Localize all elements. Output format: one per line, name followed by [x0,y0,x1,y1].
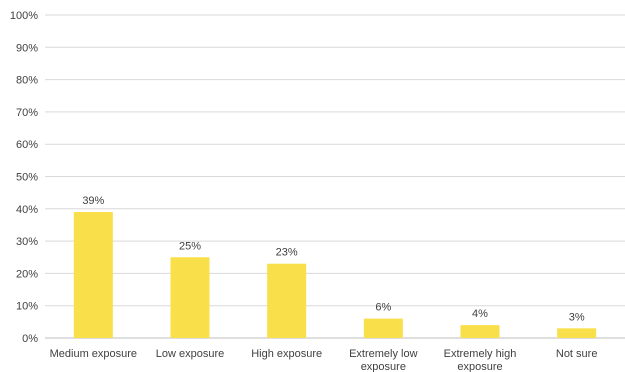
gridlines [45,14,625,339]
data-label: 25% [179,240,201,252]
y-tick-label: 60% [16,139,38,151]
bar [73,212,113,338]
bar [460,325,500,338]
y-tick-label: 50% [16,172,38,184]
y-tick-label: 0% [22,333,38,345]
bar [557,328,597,338]
x-axis-ticks: Medium exposure Low exposure High exposure… [50,348,598,372]
bars [73,212,597,338]
data-label: 4% [472,308,488,320]
data-label: 39% [82,195,104,207]
x-tick-label: Not sure [556,348,598,360]
y-tick-label: 70% [16,107,38,119]
y-tick-label: 10% [16,301,38,313]
x-tick-label: High exposure [251,348,322,360]
y-tick-label: 30% [16,236,38,248]
y-tick-label: 40% [16,204,38,216]
x-tick-label: Extremely high exposure [444,348,517,372]
data-label: 3% [569,311,585,323]
x-tick-label: Extremely low exposure [349,348,418,372]
y-tick-label: 90% [16,42,38,54]
data-label: 6% [375,302,391,314]
y-axis-ticks: 0% 10% 20% 30% 40% 50% 60% 70% 80% 90% 100% [10,10,38,345]
y-tick-label: 100% [10,10,38,22]
y-tick-label: 80% [16,75,38,87]
x-tick-label: Medium exposure [50,348,137,360]
data-labels: 39% 25% 23% 6% 4% 3% [82,195,585,323]
x-tick-label: Low exposure [156,348,225,360]
data-label: 23% [276,247,298,259]
bar [363,318,403,338]
y-tick-label: 20% [16,268,38,280]
bar [170,257,210,338]
bar [267,263,307,338]
